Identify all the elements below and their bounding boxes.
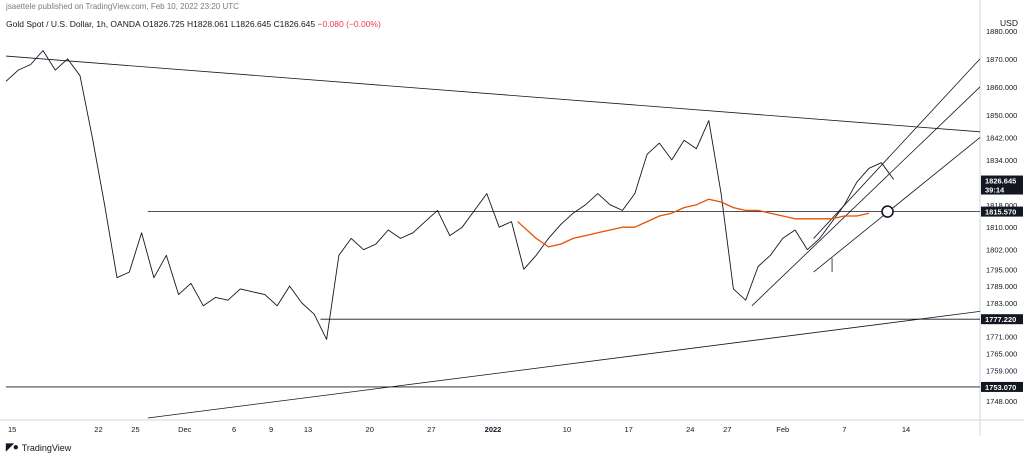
price-label-text: 1815.570 bbox=[985, 208, 1016, 217]
x-tick-label: 15 bbox=[8, 425, 16, 434]
x-tick-label: 20 bbox=[366, 425, 374, 434]
x-tick-label: 14 bbox=[902, 425, 910, 434]
y-tick-label: 1771.000 bbox=[986, 333, 1017, 342]
x-tick-label: 27 bbox=[723, 425, 731, 434]
x-tick-label: Dec bbox=[178, 425, 192, 434]
y-tick-label: 1842.000 bbox=[986, 133, 1017, 142]
x-tick-label: 6 bbox=[232, 425, 236, 434]
price-label-text: 1777.220 bbox=[985, 315, 1016, 324]
price-label-box bbox=[981, 314, 1023, 325]
open-value: O1826.725 bbox=[142, 19, 185, 29]
y-tick-label: 1802.000 bbox=[986, 246, 1017, 255]
x-tick-label: 13 bbox=[304, 425, 312, 434]
y-tick-label: 1748.000 bbox=[986, 397, 1017, 406]
trend-line bbox=[751, 86, 981, 307]
vwap-series-line bbox=[517, 198, 870, 248]
x-tick-label: 17 bbox=[624, 425, 632, 434]
price-series-line bbox=[5, 50, 895, 340]
y-tick-label: 1850.000 bbox=[986, 111, 1017, 120]
y-tick-label: 1795.000 bbox=[986, 265, 1017, 274]
y-tick-label: 1789.000 bbox=[986, 282, 1017, 291]
trend-line bbox=[5, 55, 981, 133]
y-tick-label: 1818.000 bbox=[986, 201, 1017, 210]
x-tick-label: 27 bbox=[427, 425, 435, 434]
x-tick-label: Feb bbox=[776, 425, 789, 434]
brand: ◤● TradingView bbox=[6, 442, 71, 453]
countdown-label-text: 39:14 bbox=[985, 186, 1005, 195]
publisher-header: jsaettele published on TradingView.com, … bbox=[6, 2, 239, 11]
price-label-box bbox=[981, 175, 1023, 195]
close-value: C1826.645 bbox=[273, 19, 316, 29]
x-tick-label: 24 bbox=[686, 425, 694, 434]
y-tick-label: 1783.000 bbox=[986, 299, 1017, 308]
y-tick-label: 1880.000 bbox=[986, 27, 1017, 36]
y-tick-label: 1870.000 bbox=[986, 55, 1017, 64]
price-label-text: 1826.645 bbox=[985, 177, 1016, 186]
trend-line bbox=[147, 310, 981, 419]
instrument-name: Gold Spot / U.S. Dollar, 1h, OANDA bbox=[6, 19, 141, 29]
x-tick-label: 7 bbox=[842, 425, 846, 434]
x-tick-label: 9 bbox=[269, 425, 273, 434]
y-tick-label: 1810.000 bbox=[986, 223, 1017, 232]
price-label-box bbox=[981, 206, 1023, 217]
tradingview-logo-icon: ◤● bbox=[6, 442, 19, 453]
x-tick-label: 25 bbox=[131, 425, 139, 434]
price-label-text: 1753.070 bbox=[985, 383, 1016, 392]
trend-line bbox=[813, 137, 981, 273]
low-value: L1826.645 bbox=[230, 19, 272, 29]
brand-name: TradingView bbox=[21, 442, 72, 453]
y-tick-label: 1834.000 bbox=[986, 156, 1017, 165]
high-value: H1828.061 bbox=[187, 19, 229, 29]
price-label-box bbox=[981, 381, 1023, 392]
change-value: −0.080 (−0.00%) bbox=[317, 19, 381, 29]
target-marker-circle bbox=[881, 205, 894, 218]
x-tick-label: 2022 bbox=[485, 425, 502, 434]
currency-label: USD bbox=[1000, 18, 1018, 28]
y-tick-label: 1860.000 bbox=[986, 83, 1017, 92]
x-tick-label: 22 bbox=[94, 425, 102, 434]
instrument-legend: Gold Spot / U.S. Dollar, 1h, OANDA O1826… bbox=[6, 19, 381, 29]
y-tick-label: 1759.000 bbox=[986, 366, 1017, 375]
y-tick-label: 1765.000 bbox=[986, 349, 1017, 358]
x-tick-label: 10 bbox=[563, 425, 571, 434]
